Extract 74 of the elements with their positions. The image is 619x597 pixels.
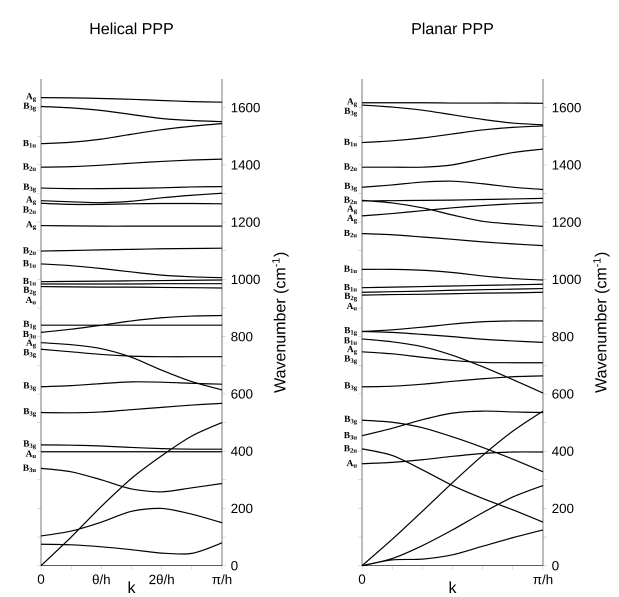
- annotation: A$_{g}$: [347, 214, 357, 224]
- annotation: A$_{g}$: [26, 93, 36, 102]
- y-tick-label: 1400: [232, 160, 260, 170]
- y-tick-label: 0: [231, 560, 238, 570]
- y-tick-label: 600: [552, 389, 574, 399]
- y-tick-label: 400: [231, 446, 252, 456]
- y-tick-label: 1600: [232, 102, 260, 112]
- x-axis-title: k: [450, 581, 457, 593]
- y-tick-label: 800: [231, 332, 252, 342]
- annotation: A$_{g}$: [26, 340, 36, 349]
- annotation: B$_{3g}$: [23, 408, 36, 417]
- annotation: B$_{1g}$: [23, 320, 36, 330]
- annotation: B$_{3u}$: [22, 330, 36, 338]
- annotation: B$_{2u}$: [344, 196, 357, 204]
- chart-title: Planar PPP: [412, 22, 493, 34]
- y-tick-label: 1200: [552, 217, 581, 227]
- annotation: B$_{1u}$: [22, 278, 36, 286]
- y-tick-label: 1400: [552, 160, 581, 170]
- annotation: B$_{2u}$: [22, 163, 36, 171]
- y-tick-label: 200: [552, 504, 574, 514]
- annotation: B$_{2u}$: [22, 206, 36, 214]
- x-tick-label: 2θ/h: [149, 574, 174, 584]
- y-tick-label: 800: [552, 332, 574, 342]
- chart-title: Helical PPP: [90, 22, 173, 34]
- annotation: B$_{3g}$: [23, 382, 36, 392]
- annotation: B$_{3g}$: [23, 102, 36, 112]
- annotation: B$_{3u}$: [344, 432, 357, 440]
- annotation: A$_{u}$: [346, 302, 357, 310]
- annotation: B$_{3g}$: [344, 416, 357, 425]
- annotation: B$_{2u}$: [344, 230, 357, 238]
- annotation: B$_{2u}$: [344, 163, 357, 171]
- annotation: A$_{g}$: [347, 346, 357, 355]
- y-tick-label: 400: [552, 446, 574, 456]
- annotation: B$_{3g}$: [344, 355, 357, 364]
- annotation: B$_{1u}$: [22, 260, 36, 268]
- y-tick-label: 200: [231, 504, 252, 514]
- y-tick-label: 1600: [552, 102, 581, 112]
- x-tick-label: 0: [38, 574, 44, 584]
- y-axis-title: Wavenumber (cm$^{-1}$): [593, 252, 610, 393]
- y-tick-label: 1000: [552, 274, 581, 284]
- annotation: B$_{3g}$: [23, 440, 36, 450]
- annotation: B$_{1u}$: [344, 337, 357, 345]
- y-tick-label: 600: [231, 389, 252, 399]
- x-axis-title: k: [128, 581, 136, 593]
- annotation: A$_{u}$: [26, 296, 36, 304]
- y-axis-title: Wavenumber (cm$^{-1}$): [272, 252, 289, 393]
- x-tick-label: π/h: [533, 574, 552, 584]
- annotation: B$_{3u}$: [22, 464, 36, 472]
- annotation: B$_{1u}$: [344, 138, 357, 146]
- annotation: B$_{2u}$: [22, 247, 36, 255]
- annotation: A$_{g}$: [347, 98, 357, 108]
- annotation: A$_{g}$: [347, 205, 357, 214]
- annotation: A$_{g}$: [26, 221, 36, 230]
- y-tick-label: 0: [552, 560, 559, 570]
- annotation: B$_{1u}$: [22, 140, 36, 148]
- annotation: B$_{1u}$: [344, 284, 357, 292]
- x-tick-label: 0: [358, 574, 366, 584]
- y-tick-label: 1200: [232, 217, 260, 227]
- y-tick-label: 1000: [232, 274, 260, 284]
- annotation: B$_{3g}$: [23, 184, 36, 193]
- annotation: B$_{3g}$: [344, 182, 357, 192]
- annotation: B$_{1u}$: [344, 266, 357, 274]
- annotation: B$_{3g}$: [344, 108, 357, 117]
- annotation: A$_{g}$: [26, 196, 36, 206]
- annotation: B$_{2g}$: [23, 286, 36, 296]
- x-tick-label: π/h: [212, 574, 232, 584]
- annotation: B$_{3g}$: [344, 382, 357, 392]
- x-tick-label: θ/h: [92, 574, 110, 584]
- annotation: A$_{u}$: [26, 450, 36, 458]
- annotation: B$_{3g}$: [23, 349, 36, 358]
- annotation: A$_{u}$: [346, 460, 357, 468]
- annotation: B$_{2u}$: [344, 445, 357, 453]
- annotation: B$_{1g}$: [344, 327, 357, 336]
- annotation: B$_{2g}$: [344, 292, 357, 302]
